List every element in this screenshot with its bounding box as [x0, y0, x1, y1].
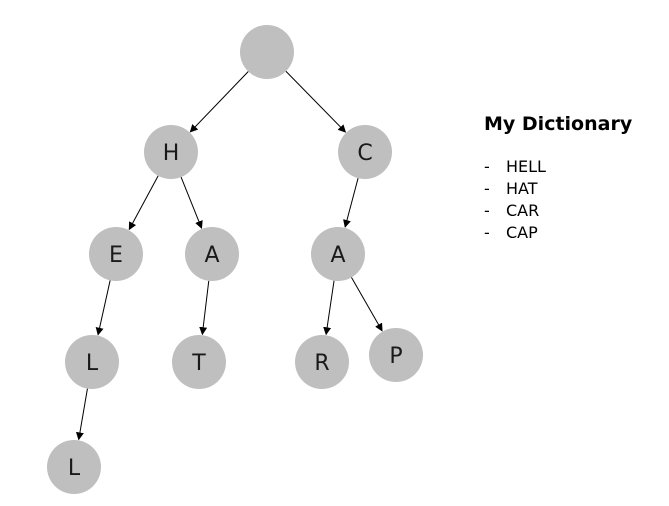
node-l2: L [47, 440, 101, 494]
node-a2: A [311, 227, 365, 281]
node-t: T [172, 335, 226, 389]
legend-bullet: - [484, 201, 490, 220]
nodes-layer: H C E A A L T R P L [47, 25, 423, 494]
legend-bullet: - [484, 179, 490, 198]
edge-h-to-e [128, 175, 159, 231]
node-circle [240, 25, 294, 79]
dictionary-legend: My Dictionary - HELL - HAT - CAR - CAP [484, 112, 632, 244]
edge-root-to-c [285, 70, 347, 133]
node-r: R [295, 335, 349, 389]
edge-a2-to-r [323, 280, 335, 336]
node-label: E [109, 243, 123, 268]
node-label: T [191, 351, 206, 376]
node-e: E [89, 227, 143, 281]
node-label: C [357, 141, 372, 166]
node-circle [47, 440, 101, 494]
node-label: P [389, 344, 402, 369]
node-root [240, 25, 294, 79]
edge-l1-to-l2 [75, 388, 88, 441]
node-circle [89, 227, 143, 281]
node-label: L [68, 456, 81, 481]
edge-c-to-a2 [343, 177, 359, 228]
edge-a1-to-t [199, 280, 210, 336]
edge-root-to-h [189, 71, 249, 133]
legend-bullet: - [484, 223, 490, 242]
legend-item-car: - CAR [484, 200, 632, 222]
legend-word: HELL [506, 157, 546, 176]
legend-item-hat: - HAT [484, 178, 632, 200]
legend-list: - HELL - HAT - CAR - CAP [484, 156, 632, 244]
node-label: R [314, 351, 329, 376]
node-label: A [330, 243, 345, 268]
edge-a2-to-p [351, 277, 383, 332]
node-circle [311, 227, 365, 281]
legend-word: CAR [506, 201, 540, 220]
edge-h-to-a1 [180, 176, 203, 229]
node-circle [144, 125, 198, 179]
node-label: H [163, 141, 180, 166]
legend-item-hell: - HELL [484, 156, 632, 178]
legend-bullet: - [484, 157, 490, 176]
node-label: L [86, 351, 99, 376]
legend-item-cap: - CAP [484, 222, 632, 244]
node-c: C [338, 125, 392, 179]
legend-word: CAP [506, 223, 538, 242]
node-label: A [204, 243, 219, 268]
edges-layer [75, 70, 383, 441]
node-circle [172, 335, 226, 389]
node-l1: L [65, 335, 119, 389]
legend-word: HAT [506, 179, 538, 198]
node-circle [185, 227, 239, 281]
node-circle [65, 335, 119, 389]
node-circle [338, 125, 392, 179]
node-h: H [144, 125, 198, 179]
node-circle [369, 328, 423, 382]
node-p: P [369, 328, 423, 382]
node-circle [295, 335, 349, 389]
legend-title: My Dictionary [484, 113, 633, 135]
edge-e-to-l1 [95, 280, 111, 336]
node-a1: A [185, 227, 239, 281]
